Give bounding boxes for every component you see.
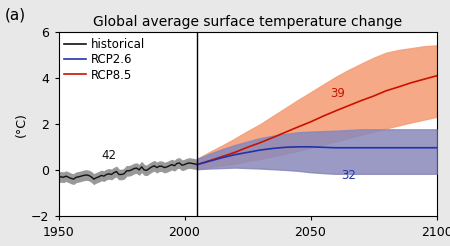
Text: (a): (a) [4, 7, 26, 22]
Y-axis label: (°C): (°C) [15, 112, 28, 137]
Title: Global average surface temperature change: Global average surface temperature chang… [93, 15, 402, 30]
Legend: historical, RCP2.6, RCP8.5: historical, RCP2.6, RCP8.5 [64, 38, 144, 82]
Text: 32: 32 [341, 169, 356, 182]
Text: 42: 42 [101, 149, 117, 162]
Text: 39: 39 [331, 87, 346, 100]
